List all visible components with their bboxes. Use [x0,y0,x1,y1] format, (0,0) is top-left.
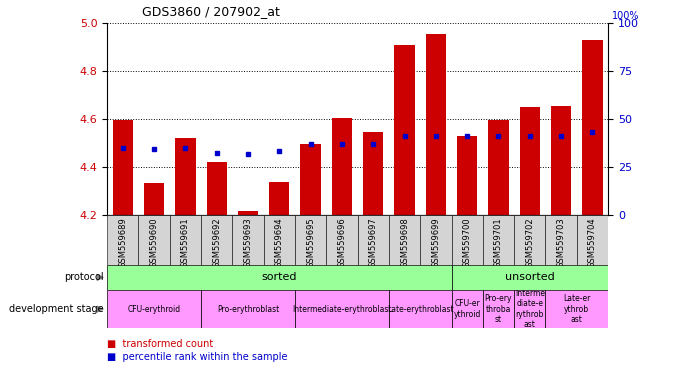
Text: GDS3860 / 207902_at: GDS3860 / 207902_at [142,5,280,18]
Bar [332,118,352,215]
Bar [395,45,415,215]
Text: GSM559690: GSM559690 [149,217,158,268]
Bar [389,215,420,265]
Text: Late-erythroblast: Late-erythroblast [387,305,453,314]
Bar [451,290,483,328]
Text: GSM559700: GSM559700 [463,217,472,268]
Text: CFU-erythroid: CFU-erythroid [128,305,180,314]
Bar [295,215,326,265]
Bar [264,215,295,265]
Bar [426,34,446,215]
Bar [107,290,201,328]
Text: GSM559689: GSM559689 [118,217,127,268]
Text: Pro-erythroblast: Pro-erythroblast [217,305,279,314]
Text: unsorted: unsorted [505,272,555,283]
Text: Late-er
ythrob
ast: Late-er ythrob ast [563,294,590,324]
Text: GSM559702: GSM559702 [525,217,534,268]
Bar [451,215,483,265]
Bar [514,290,545,328]
Bar [238,212,258,215]
Text: GSM559703: GSM559703 [557,217,566,268]
Text: CFU-er
ythroid: CFU-er ythroid [453,300,481,319]
Text: development stage: development stage [9,304,104,314]
Bar [201,290,295,328]
Text: GSM559698: GSM559698 [400,217,409,268]
Text: 100%: 100% [612,11,639,21]
Text: sorted: sorted [262,272,297,283]
Bar [358,215,389,265]
Text: GSM559694: GSM559694 [275,217,284,268]
Bar [520,107,540,215]
Text: GSM559701: GSM559701 [494,217,503,268]
Text: GSM559692: GSM559692 [212,217,221,268]
Bar [451,265,608,290]
Text: GSM559696: GSM559696 [337,217,346,268]
Bar [420,215,451,265]
Bar [138,215,170,265]
Text: GSM559693: GSM559693 [243,217,252,268]
Bar [170,215,201,265]
Text: GSM559697: GSM559697 [369,217,378,268]
Text: Interme
diate-e
rythrob
ast: Interme diate-e rythrob ast [515,289,545,329]
Text: protocol: protocol [64,272,104,283]
Bar [545,290,608,328]
Text: GSM559704: GSM559704 [588,217,597,268]
Bar [107,215,138,265]
Text: ■  percentile rank within the sample: ■ percentile rank within the sample [107,352,287,362]
Bar [514,215,545,265]
Text: GSM559691: GSM559691 [181,217,190,268]
Text: GSM559699: GSM559699 [431,217,440,268]
Bar [144,184,164,215]
Bar [269,182,290,215]
Bar [207,162,227,215]
Bar [489,119,509,215]
Bar [583,40,603,215]
Bar [201,215,232,265]
Text: Intermediate-erythroblast: Intermediate-erythroblast [292,305,392,314]
Bar [176,138,196,215]
Bar [551,106,571,215]
Bar [113,120,133,215]
Text: Pro-ery
throba
st: Pro-ery throba st [485,294,512,324]
Bar [232,215,264,265]
Text: ■  transformed count: ■ transformed count [107,339,214,349]
Text: GSM559695: GSM559695 [306,217,315,268]
Bar [483,290,514,328]
Bar [295,290,389,328]
Bar [389,290,451,328]
Bar [545,215,577,265]
Bar [326,215,358,265]
Bar [457,136,477,215]
Bar [577,215,608,265]
Bar [107,265,451,290]
Bar [363,132,384,215]
Bar [483,215,514,265]
Bar [301,144,321,215]
